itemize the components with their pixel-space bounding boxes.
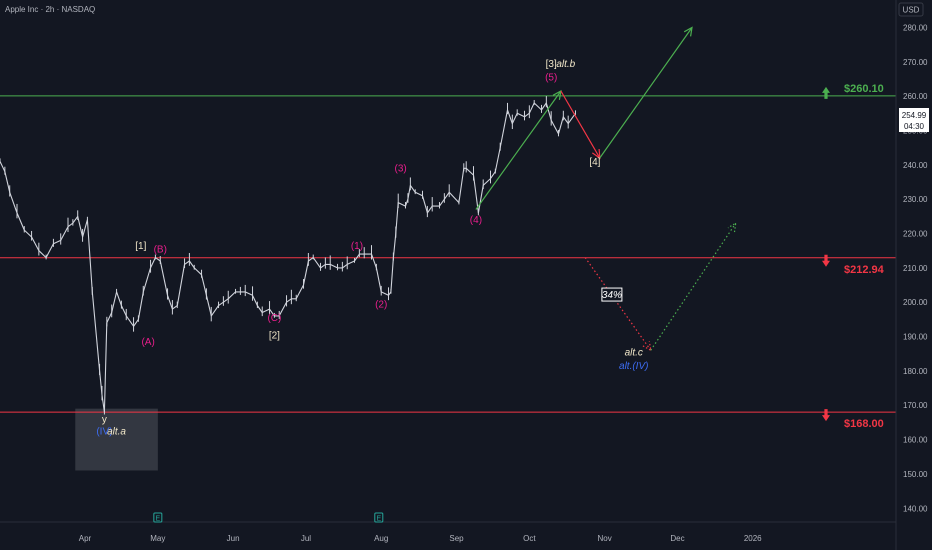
time-tick-label: Oct xyxy=(523,534,536,543)
price-tick-label: 200.00 xyxy=(903,298,928,307)
time-tick-label: Aug xyxy=(374,534,388,543)
price-layer xyxy=(0,96,576,415)
wave-label: [3] xyxy=(546,59,557,70)
countdown-value: 04:30 xyxy=(904,122,925,131)
price-tag-box xyxy=(899,108,929,132)
wave-label: (1) xyxy=(351,241,363,252)
price-tick-label: 240.00 xyxy=(903,161,928,170)
price-tick-label: 270.00 xyxy=(903,58,928,67)
wave-label: (IV) xyxy=(96,426,112,437)
wave-label: (3) xyxy=(395,164,407,175)
price-tick-label: 140.00 xyxy=(903,504,928,513)
level-lines-layer: $260.10 $212.94 $168.00 xyxy=(0,83,896,430)
earnings-icon[interactable] xyxy=(153,512,163,523)
wave-label-layer: [1] (A) (B) (C) [2] (1) (2) (3) (4) (5) [3] [4] y(IV… xyxy=(96,59,648,437)
price-tick-label: 260.00 xyxy=(903,92,928,101)
projection-arrowhead-icon xyxy=(683,26,693,37)
projection-line-3 xyxy=(599,27,693,159)
projection-layer xyxy=(475,26,737,352)
time-tick-label: 2026 xyxy=(744,534,762,543)
arrow-up-icon xyxy=(822,86,830,99)
alt-scenario-label: alt.a xyxy=(107,426,126,437)
price-tick-label: 160.00 xyxy=(903,436,928,445)
time-tick-label: May xyxy=(150,534,165,543)
price-tick-label: 180.00 xyxy=(903,367,928,376)
wave-label: [2] xyxy=(269,330,280,341)
last-price-value: 254.99 xyxy=(902,111,927,120)
time-tick-label: Sep xyxy=(449,534,464,543)
last-price-tag: 254.99 04:30 xyxy=(899,108,929,132)
probability-value: 34% xyxy=(602,290,622,301)
price-tick-label: 210.00 xyxy=(903,264,928,273)
currency-label: USD xyxy=(903,6,920,15)
wave-label: (2) xyxy=(375,299,387,310)
price-tick-label: 220.00 xyxy=(903,230,928,239)
earnings-marker-label: E xyxy=(155,516,160,523)
wave-label: (B) xyxy=(154,244,167,255)
wave-label: (5) xyxy=(545,73,557,84)
probability-badge xyxy=(601,287,623,302)
level-label-3: $168.00 xyxy=(844,418,884,430)
wave-label: [1] xyxy=(135,241,146,252)
price-line xyxy=(0,102,576,413)
projection-line-1 xyxy=(475,90,562,210)
wave-label: y xyxy=(102,414,107,425)
time-tick-label: Jun xyxy=(227,534,240,543)
projection-arrowhead-icon xyxy=(642,341,652,352)
support-box-layer xyxy=(75,408,158,471)
chart-title: Apple Inc · 2h · NASDAQ xyxy=(5,5,95,14)
time-tick-label: Dec xyxy=(670,534,684,543)
price-tick-label: 190.00 xyxy=(903,333,928,342)
time-tick-label: Jul xyxy=(301,534,311,543)
time-tick-label: Nov xyxy=(598,534,612,543)
time-tick-label: Apr xyxy=(79,534,92,543)
wave-label: (4) xyxy=(470,215,482,226)
earnings-marker-label: E xyxy=(376,516,381,523)
arrow-down-icon xyxy=(822,409,830,422)
alt-scenario-label: alt.b xyxy=(556,59,575,70)
level-label-2: $212.94 xyxy=(844,264,885,276)
price-tick-label: 170.00 xyxy=(903,401,928,410)
wave-label: [4] xyxy=(589,157,600,168)
earnings-icon[interactable] xyxy=(374,512,384,523)
projection-arrowhead-icon xyxy=(552,89,562,100)
support-zone-box xyxy=(75,408,158,471)
projection-line-2 xyxy=(560,90,601,159)
projection-line-5 xyxy=(650,222,737,351)
projection-arrowhead-icon xyxy=(727,222,737,233)
currency-button[interactable] xyxy=(898,2,924,17)
projection-line-4 xyxy=(584,257,652,351)
price-tick-label: 230.00 xyxy=(903,195,928,204)
wave-label: (C) xyxy=(267,313,281,324)
alt-scenario-label: alt.(IV) xyxy=(619,361,648,372)
price-tick-label: 280.00 xyxy=(903,23,928,32)
alt-scenario-label: alt.c xyxy=(625,347,643,358)
wave-label: (A) xyxy=(141,337,154,348)
price-tick-label: 150.00 xyxy=(903,470,928,479)
arrow-down-icon xyxy=(822,254,830,267)
level-label-1: $260.10 xyxy=(844,83,884,95)
